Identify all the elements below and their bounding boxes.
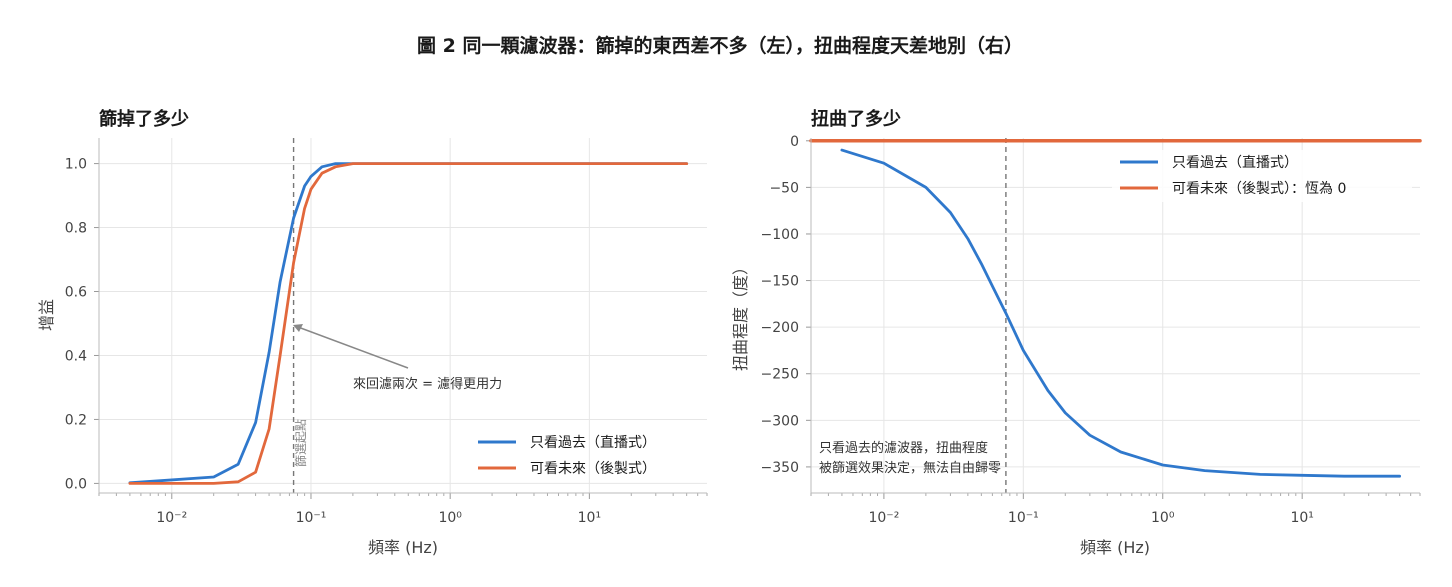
gain-legend-label-acausal: 可看未來（後製式）: [530, 461, 656, 477]
gain-x-tick-label: 10⁻¹: [296, 510, 327, 526]
phase-y-tick-label: −200: [761, 320, 799, 336]
gain-cutoff-label: 篩選起點: [293, 419, 308, 467]
phase-series-line-causal: [840, 148, 1401, 478]
phase-y-tick-label: −150: [761, 274, 799, 290]
gain-annotation: 來回濾兩次 = 濾得更用力: [353, 376, 502, 392]
phase-y-tick-label: 0: [790, 134, 799, 150]
gain-y-axis-label: 增益: [37, 299, 56, 331]
phase-y-tick-label: −250: [761, 367, 799, 383]
phase-x-tick-label: 10¹: [1290, 510, 1313, 526]
phase-annotation-line1: 只看過去的濾波器，扭曲程度: [819, 440, 988, 456]
gain-annotation-arrowhead: [293, 324, 303, 332]
phase-legend-label-acausal: 可看未來（後製式）：恆為 0: [1172, 181, 1346, 197]
gain-y-tick-label: 0.6: [65, 285, 87, 301]
phase-x-tick-label: 10⁰: [1151, 510, 1175, 526]
gain-y-tick-label: 0.8: [65, 221, 87, 237]
phase-y-tick-label: −100: [761, 227, 799, 243]
gain-x-tick-label: 10⁻²: [156, 510, 187, 526]
gain-series-line-acausal: [128, 162, 689, 485]
phase-x-tick-label: 10⁻¹: [1008, 510, 1039, 526]
phase-legend-label-causal: 只看過去（直播式）: [1172, 154, 1298, 171]
gain-panel: 篩掉了多少 0.0 0.2 0.4 0.6 0.8 1.0 10⁻² 10⁻¹ 10⁰ 10¹ 頻…: [37, 108, 708, 557]
gain-y-tick-label: 0.4: [65, 348, 87, 364]
phase-legend: 只看過去（直播式） 可看未來（後製式）：恆為 0: [1112, 150, 1412, 202]
phase-y-axis-label: 扭曲程度（度）: [731, 259, 750, 371]
phase-y-tick-label: −50: [769, 180, 799, 196]
gain-x-tick-label: 10⁰: [438, 510, 462, 526]
phase-y-tick-label: −300: [761, 413, 799, 429]
phase-x-axis-label: 頻率 (Hz): [1080, 538, 1150, 557]
gain-annotation-arrow: [297, 326, 409, 369]
phase-legend-box: [1112, 150, 1412, 202]
figure-title: 圖 2 同一顆濾波器：篩掉的東西差不多（左），扭曲程度天差地別（右）: [417, 34, 1023, 57]
phase-panel-title: 扭曲了多少: [811, 108, 901, 130]
phase-panel: 扭曲了多少 0 −50 −100 −150 −200 −250 −300 −350 10⁻² 10…: [731, 108, 1422, 557]
gain-legend: 只看過去（直播式） 可看未來（後製式）: [478, 434, 656, 477]
gain-panel-title: 篩掉了多少: [99, 108, 189, 130]
gain-y-tick-label: 0.2: [65, 412, 87, 428]
phase-x-tick-label: 10⁻²: [868, 510, 899, 526]
gain-x-axis-label: 頻率 (Hz): [368, 538, 438, 557]
gain-y-tick-label: 0.0: [65, 476, 87, 492]
phase-annotation-line2: 被篩選效果決定，無法自由歸零: [819, 461, 1001, 476]
gain-y-tick-label: 1.0: [65, 157, 87, 173]
gain-x-tick-label: 10¹: [578, 510, 601, 526]
gain-legend-label-causal: 只看過去（直播式）: [530, 434, 656, 451]
phase-y-tick-label: −350: [761, 460, 799, 476]
